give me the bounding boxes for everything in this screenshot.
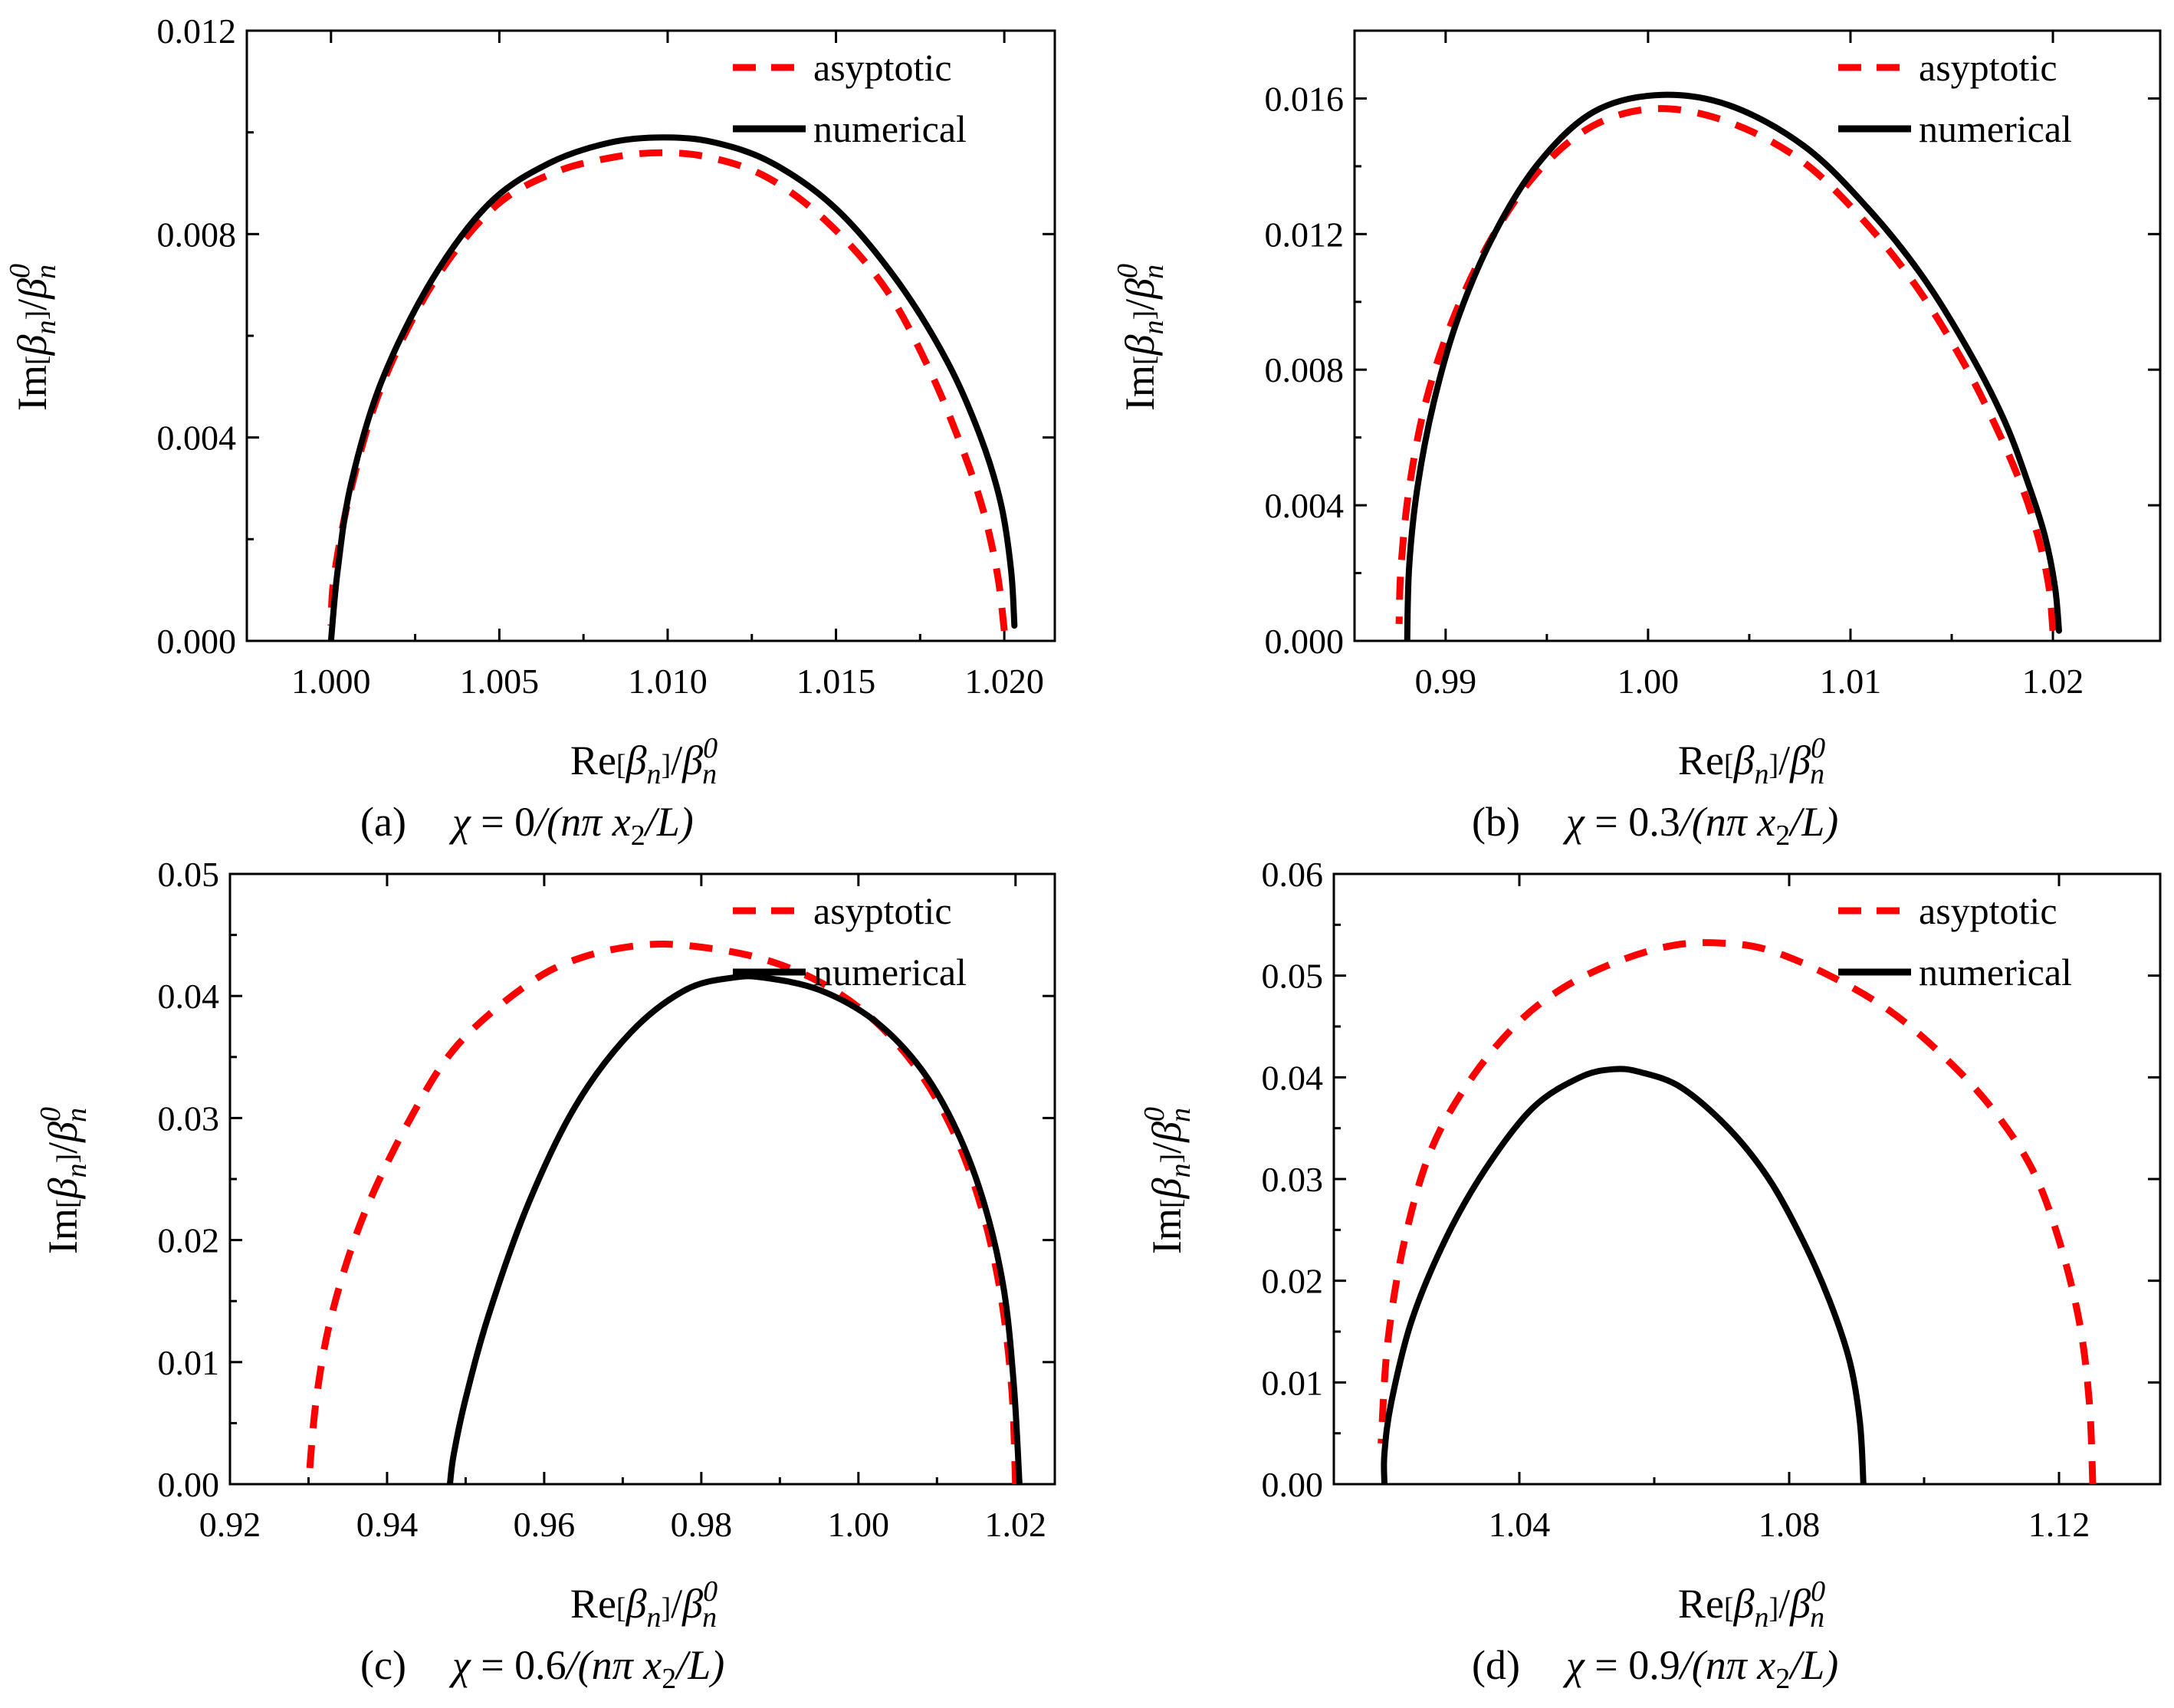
y-tick-label: 0.000 (1265, 622, 1345, 661)
y-tick-label: 0.004 (157, 419, 237, 458)
panel-caption: (a) χ = 0/(nπ x2/L) (360, 799, 694, 852)
chart-panel-1: 1.000 1.005 1.010 1.015 1.020 0.000 0.004 0.008… (4, 11, 1056, 852)
y-axis-label: Im[βn]/β0n (1112, 264, 1170, 411)
y-tick-label: 0.004 (1265, 486, 1345, 525)
series-line-numerical (1404, 91, 2062, 641)
x-tick-label: 1.01 (1820, 662, 1882, 701)
y-tick-label: 0.03 (158, 1099, 220, 1138)
x-tick-label: 1.015 (796, 662, 876, 701)
y-tick-label: 0.01 (1262, 1363, 1324, 1402)
chart-panel-3: 0.92 0.94 0.96 0.98 1.00 1.02 0.00 0.01 0.02 0.03… (34, 855, 1056, 1695)
y-tick-label: 0.00 (1262, 1465, 1324, 1504)
x-axis-label: Re[βn]/β0 n (570, 732, 718, 790)
x-tick-label: 0.92 (199, 1505, 261, 1544)
x-tick-label: 0.99 (1415, 662, 1477, 701)
x-tick-label: 1.000 (291, 662, 371, 701)
legend-label-asyptotic: asyptotic (813, 46, 952, 89)
y-tick-label: 0.03 (1262, 1160, 1324, 1199)
series-line-asyptotic (327, 149, 1008, 632)
y-tick-label: 0.000 (157, 622, 237, 661)
y-tick-label: 0.05 (1262, 957, 1324, 996)
panel-caption: (d) χ = 0.9/(nπ x2/L) (1472, 1642, 1838, 1695)
x-tick-label: 1.020 (964, 662, 1044, 701)
legend-label-numerical: numerical (813, 107, 967, 150)
series-group (1395, 91, 2062, 641)
x-tick-label: 0.96 (514, 1505, 576, 1544)
legend-label-asyptotic: asyptotic (1919, 889, 2057, 932)
series-line-asyptotic (305, 940, 1020, 1484)
series-group (327, 134, 1018, 641)
x-tick-label: 1.00 (1617, 662, 1680, 701)
legend-label-numerical: numerical (1919, 107, 2072, 150)
y-tick-label: 0.05 (158, 855, 220, 894)
series-line-numerical (1381, 1066, 1867, 1484)
x-tick-label: 1.02 (985, 1505, 1047, 1544)
x-axis-label: Re[βn]/β0 n (1678, 1575, 1825, 1634)
y-axis-label: Im[βn]/β0n (34, 1107, 93, 1254)
y-tick-label: 0.012 (157, 11, 237, 51)
x-tick-label: 1.08 (1759, 1505, 1821, 1544)
x-tick-label: 1.02 (2022, 662, 2084, 701)
x-tick-label: 0.98 (671, 1505, 733, 1544)
legend-label-numerical: numerical (1919, 951, 2072, 994)
legend-label-asyptotic: asyptotic (1919, 46, 2057, 89)
plot-frame (1353, 29, 2162, 642)
y-tick-label: 0.04 (1262, 1058, 1324, 1097)
series-group (305, 940, 1023, 1484)
y-tick-label: 0.00 (158, 1465, 220, 1504)
x-axis-label: Re[βn]/β0 n (570, 1575, 718, 1634)
y-tick-label: 0.01 (158, 1343, 220, 1382)
series-line-numerical (446, 973, 1023, 1484)
series-line-asyptotic (1378, 939, 2097, 1484)
series-group (1378, 939, 2097, 1484)
chart-panel-2: 0.99 1.00 1.01 1.02 0.000 0.004 0.008 0.012 0.01… (1112, 29, 2162, 852)
y-tick-label: 0.04 (158, 977, 220, 1016)
legend-label-numerical: numerical (813, 951, 967, 994)
y-tick-label: 0.02 (158, 1221, 220, 1260)
x-axis-label: Re[βn]/β0 n (1678, 732, 1825, 790)
x-tick-label: 1.00 (828, 1505, 890, 1544)
x-tick-label: 1.005 (460, 662, 540, 701)
y-tick-label: 0.012 (1265, 215, 1345, 254)
y-axis-label: Im[βn]/β0n (1138, 1107, 1197, 1254)
y-axis-label: Im[βn]/β0n (4, 264, 62, 411)
y-tick-label: 0.008 (157, 215, 237, 254)
x-tick-label: 1.010 (628, 662, 708, 701)
series-line-numerical (327, 134, 1018, 641)
x-tick-label: 1.04 (1489, 1505, 1551, 1544)
y-tick-label: 0.06 (1262, 855, 1324, 894)
series-line-asyptotic (1395, 105, 2057, 632)
chart-panel-4: 1.04 1.08 1.12 0.00 0.01 0.02 0.03 0.04 0.05 0.06… (1138, 855, 2162, 1695)
x-tick-label: 0.94 (356, 1505, 419, 1544)
panel-caption: (b) χ = 0.3/(nπ x2/L) (1472, 799, 1838, 852)
y-tick-label: 0.02 (1262, 1262, 1324, 1301)
legend-label-asyptotic: asyptotic (813, 889, 952, 932)
y-tick-label: 0.016 (1265, 79, 1345, 118)
x-tick-label: 1.12 (2028, 1505, 2090, 1544)
y-tick-label: 0.008 (1265, 350, 1345, 389)
panel-caption: (c) χ = 0.6/(nπ x2/L) (360, 1642, 724, 1695)
